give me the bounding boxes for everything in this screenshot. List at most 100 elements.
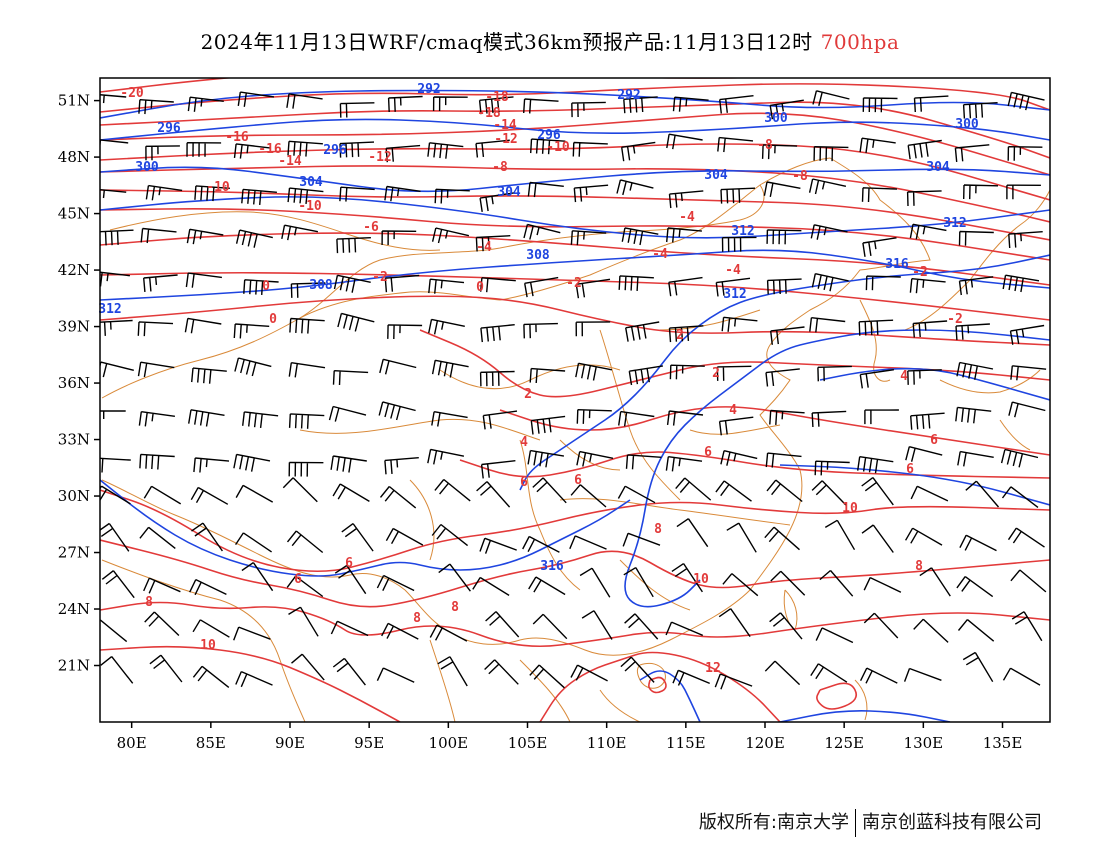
wind-barb [431,227,470,244]
temperature-label: -4 [476,240,492,255]
wind-barb [570,230,607,246]
wind-barb [339,186,375,202]
wind-barb [339,102,375,118]
temperature-label: -14 [278,154,302,169]
wind-barb [479,537,517,554]
wind-barb [192,619,230,638]
temperature-label: 8 [145,595,153,610]
lon-tick-label: 105E [508,734,548,752]
wind-barb [290,282,326,298]
lon-tick-label: 125E [824,734,864,752]
copyright-footer: 版权所有:南京大学 南京创蓝科技有限公司 [699,808,1042,837]
wind-barb [194,185,230,202]
wind-barb [336,237,371,254]
wind-barb [291,653,325,681]
wind-barbs [100,90,1047,690]
wind-barb [766,229,802,245]
geopotential-isoline [639,670,701,722]
temperature-label: 8 [451,600,459,615]
wind-barb [861,477,894,506]
wind-barb [570,484,607,508]
wind-barb [864,409,899,425]
geopotential-label: 312 [98,302,121,317]
temperature-isoline [100,645,401,722]
wind-barb [766,278,802,295]
wind-barb [100,319,133,336]
wind-barb [722,573,759,597]
temperature-label: -12 [368,150,391,165]
wind-barb [189,578,227,596]
temperature-label: 6 [574,473,582,488]
geopotential-label: 304 [299,175,323,190]
geopotential-label: 312 [723,287,746,302]
wind-barb [137,321,174,337]
wind-barb [381,622,419,640]
wind-barb [289,317,325,334]
wind-barb [428,318,465,335]
wind-barb [903,667,942,682]
wind-barb [675,477,712,501]
temperature-label: 4 [520,435,528,450]
wind-barb [527,181,564,198]
wind-barb [857,456,894,474]
wind-barb [666,227,702,243]
temperature-label: -10 [206,180,230,195]
temperature-label: -8 [792,169,808,184]
wind-barb [763,181,801,198]
temperature-label: -4 [725,263,741,278]
wind-barb [139,526,176,549]
wind-barb [624,613,659,640]
wind-barb [184,317,222,334]
wind-barb [717,136,754,153]
wind-barb [186,228,224,245]
wind-barb [616,179,654,196]
wind-barb [665,621,704,637]
wind-barb [617,485,656,504]
copyright-owner: 版权所有:南京大学 [698,812,849,833]
wind-barb [810,224,848,240]
lon-tick-label: 95E [354,734,384,752]
wind-barb [1008,231,1043,249]
wind-barb [379,358,417,375]
geopotential-label: 312 [943,216,966,231]
wind-barb [809,317,846,333]
copyright-company: 南京创蓝科技有限公司 [862,812,1042,833]
wind-barb [437,656,468,687]
temperature-label: -18 [477,106,501,121]
wind-barb [913,95,949,113]
plot-frame [99,77,1051,723]
lon-tick-label: 110E [587,734,627,752]
wind-barb [241,188,277,205]
wind-barb [137,361,175,378]
wind-barb [145,184,183,201]
wind-barb [721,316,758,332]
wind-barb [480,277,516,293]
temperature-label: 0 [262,279,270,294]
wind-barb [384,185,421,202]
wind-barb [330,455,367,473]
temperature-label: 0 [476,280,484,295]
wind-barb [769,409,805,425]
lon-tick-label: 80E [117,734,147,752]
wind-barb [434,478,471,502]
temperature-label: -4 [652,247,668,262]
wind-barb [429,624,468,642]
temperature-label: -6 [363,220,379,235]
wind-barb [824,519,856,551]
wind-barb [815,627,854,644]
temperature-label: 10 [200,638,216,653]
wind-barb [863,576,902,593]
wind-barb [1010,365,1047,381]
wind-barb [529,664,565,689]
wind-barb [438,563,471,592]
temperature-label: 10 [693,572,709,587]
temperature-label: 6 [704,445,712,460]
wind-barb [1010,569,1047,593]
wind-barb [676,518,709,548]
wind-barb [623,566,654,598]
wind-barb [286,93,323,109]
wind-barb [532,613,568,640]
latitude-axis: 51N 48N 45N 42N 39N 36N 33N 30N 27N 24N 21N [58,92,100,675]
lat-tick-label: 45N [58,205,90,223]
wind-barb [913,618,949,643]
